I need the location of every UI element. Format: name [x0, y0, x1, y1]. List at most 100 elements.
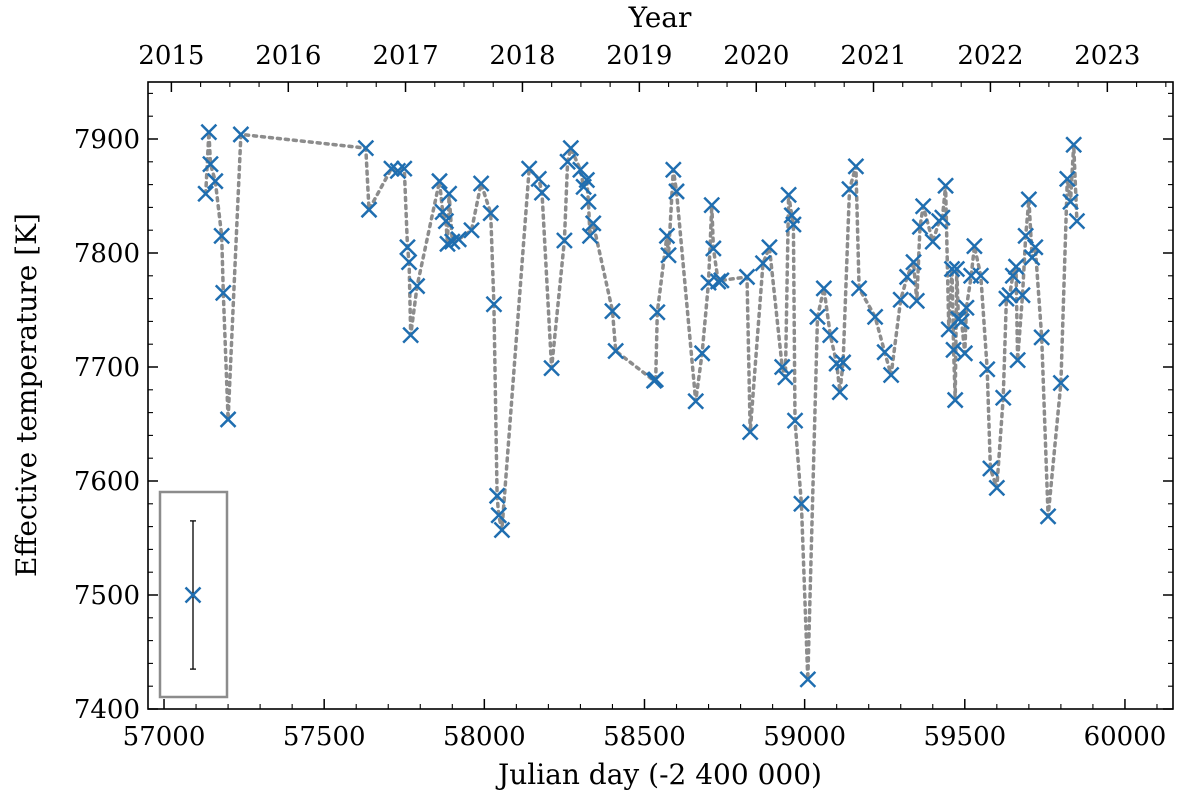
tick-labels: 57000 57500 58000 58500 59000 59500 60000 7400 7…	[74, 41, 1166, 752]
data-point	[761, 238, 778, 256]
data-point	[821, 326, 839, 344]
top-tick-label: 2016	[255, 41, 321, 71]
data-point	[658, 227, 676, 245]
data-point	[966, 237, 983, 255]
data-point	[559, 153, 576, 171]
data-point	[793, 495, 810, 513]
data-point	[780, 186, 798, 204]
data-point	[956, 344, 974, 362]
data-point	[972, 267, 990, 285]
data-point	[1001, 286, 1019, 304]
data-point	[562, 139, 580, 157]
data-point	[584, 214, 602, 232]
plot-frame	[147, 81, 1174, 710]
data-point	[463, 221, 480, 239]
data-point	[578, 171, 596, 189]
data-point	[482, 204, 500, 222]
x-tick-label: 58000	[443, 722, 526, 752]
data-point	[1004, 267, 1022, 285]
y-axis-title: Effective temperature [K]	[10, 213, 43, 577]
data-point	[607, 342, 625, 360]
data-point	[533, 184, 551, 201]
data-point	[908, 292, 926, 310]
data-point	[664, 161, 682, 179]
data-point	[360, 201, 378, 219]
data-point	[581, 227, 599, 245]
data-point	[580, 193, 597, 211]
x-tick-label: 59500	[923, 722, 1006, 752]
data-point	[914, 197, 932, 215]
data-point	[847, 157, 865, 175]
data-point	[1033, 328, 1051, 346]
data-point	[905, 253, 922, 271]
data-point	[1052, 374, 1070, 392]
data-point	[1062, 193, 1079, 211]
data-point	[978, 360, 996, 378]
data-point	[988, 479, 1006, 497]
data-point	[647, 371, 665, 388]
data-point	[408, 277, 426, 295]
data-point	[214, 284, 232, 302]
data-point	[357, 139, 375, 157]
x-tick-label: 60000	[1084, 722, 1167, 752]
data-point	[704, 240, 722, 257]
y-tick-label: 7400	[74, 695, 140, 725]
data-point	[712, 271, 730, 289]
data-point	[1065, 136, 1083, 154]
data-point	[841, 180, 858, 198]
data-point	[1058, 170, 1076, 188]
top-tick-label: 2020	[723, 41, 789, 71]
data-point	[543, 359, 560, 377]
data-point	[785, 216, 802, 233]
y-tick-label: 7700	[74, 353, 140, 383]
data-point	[202, 155, 219, 173]
errorbar-marker	[184, 586, 202, 604]
data-point	[572, 161, 589, 179]
data-point	[1017, 227, 1035, 245]
data-point	[850, 279, 868, 297]
data-point	[440, 185, 458, 203]
data-point	[660, 246, 677, 264]
data-point	[648, 303, 666, 321]
data-point	[450, 230, 468, 248]
plot-area	[197, 123, 1086, 688]
data-point	[472, 175, 490, 192]
data-point	[400, 253, 418, 271]
data-point	[946, 391, 964, 409]
data-point	[1007, 258, 1025, 276]
data-point	[943, 260, 961, 278]
data-point	[1026, 238, 1044, 256]
data-point	[754, 254, 772, 272]
data-point	[994, 389, 1012, 407]
data-point	[604, 302, 621, 320]
top-tick-label: 2019	[606, 41, 672, 71]
data-point	[530, 170, 548, 188]
data-point	[668, 183, 685, 200]
data-point	[892, 291, 910, 309]
data-point	[828, 355, 846, 372]
data-point	[809, 308, 826, 326]
data-point	[206, 172, 224, 190]
axis-ticks	[148, 82, 1173, 710]
data-point	[1023, 249, 1041, 266]
data-point	[232, 126, 250, 143]
y-tick-label: 7600	[74, 467, 140, 497]
y-tick-label: 7800	[74, 239, 140, 269]
data-point	[786, 412, 804, 429]
errorbar-legend-frame	[158, 490, 229, 699]
data-point	[485, 295, 503, 313]
data-point	[1068, 212, 1086, 230]
data-point	[773, 358, 791, 376]
y-tick-label: 7900	[74, 125, 140, 155]
data-point	[219, 411, 237, 428]
data-point	[431, 172, 448, 190]
data-point	[395, 160, 413, 178]
data-point	[434, 203, 452, 221]
data-point	[741, 423, 759, 441]
data-point	[882, 366, 900, 384]
data-point	[876, 343, 894, 361]
data-point	[982, 460, 999, 477]
data-point	[197, 185, 215, 203]
errorbar-legend-box	[158, 490, 229, 699]
